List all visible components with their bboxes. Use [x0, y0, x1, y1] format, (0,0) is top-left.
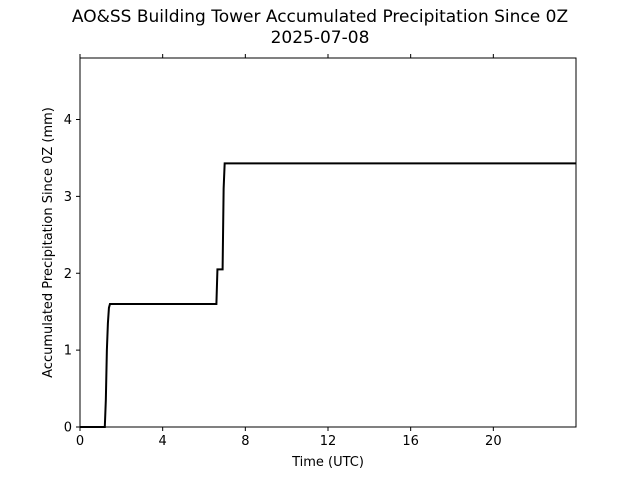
- x-tick-label: 0: [76, 434, 84, 449]
- y-tick-label: 3: [64, 190, 72, 205]
- y-tick-label: 1: [64, 344, 72, 359]
- x-tick-label: 12: [320, 434, 337, 449]
- chart-title-block: AO&SS Building Tower Accumulated Precipi…: [0, 7, 640, 49]
- y-tick-label: 2: [64, 267, 72, 282]
- x-axis-label: Time (UTC): [291, 455, 364, 470]
- series-line: [80, 162, 576, 428]
- chart-title: AO&SS Building Tower Accumulated Precipi…: [71, 7, 569, 27]
- y-tick-label: 0: [64, 421, 72, 436]
- chart-subtitle: 2025-07-08: [270, 28, 370, 48]
- x-tick-label: 20: [485, 434, 502, 449]
- y-tick-label: 4: [64, 113, 72, 128]
- x-tick-label: 4: [159, 434, 167, 449]
- x-tick-label: 8: [241, 434, 249, 449]
- plot-frame: [79, 57, 577, 428]
- x-tick-label: 16: [402, 434, 419, 449]
- plot-area: [80, 58, 576, 427]
- y-axis-label: Accumulated Precipitation Since 0Z (mm): [41, 107, 56, 378]
